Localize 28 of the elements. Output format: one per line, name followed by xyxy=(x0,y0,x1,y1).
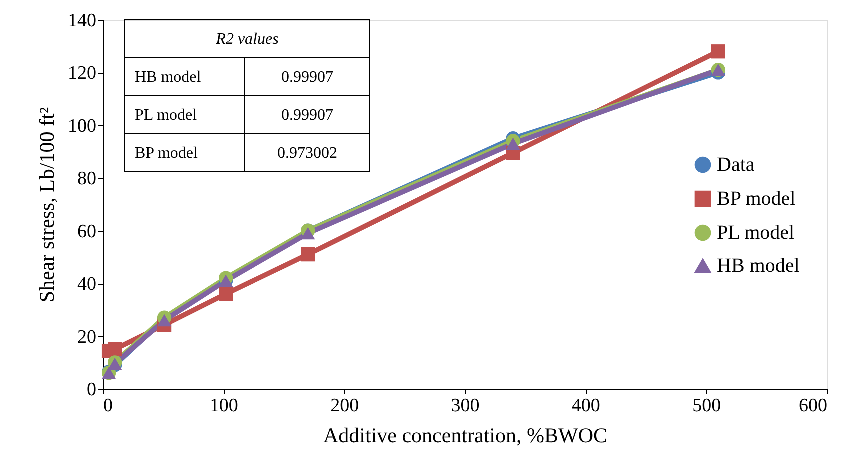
annotation: PL model xyxy=(135,107,198,124)
legend-label: BP model xyxy=(717,188,796,210)
y-tick-label: 80 xyxy=(78,168,96,190)
legend-label: PL model xyxy=(717,222,796,244)
annotation: HB model xyxy=(135,69,202,86)
y-tick-label: 60 xyxy=(78,221,96,242)
y-tick-label: 140 xyxy=(68,10,96,32)
y-tick-label: 20 xyxy=(78,326,96,348)
annotation: R2 values xyxy=(215,31,279,48)
legend-label: Data xyxy=(717,154,755,176)
y-axis-title: Shear stress, Lb/100 ft² xyxy=(35,107,59,303)
annotation: 0.99907 xyxy=(282,107,334,124)
legend-label: HB model xyxy=(717,255,800,277)
x-tick-label: 500 xyxy=(692,396,722,416)
annotation: 0.973002 xyxy=(278,145,338,162)
x-axis-title: Additive concentration, %BWOC xyxy=(323,424,608,448)
y-tick-label: 40 xyxy=(78,274,96,296)
x-tick-label: 200 xyxy=(330,396,360,416)
x-tick-label: 600 xyxy=(799,396,828,416)
x-tick-label: 0 xyxy=(104,396,113,416)
x-tick-label: 100 xyxy=(210,396,238,416)
annotation: 0.99907 xyxy=(282,69,334,86)
x-tick-label: 400 xyxy=(572,396,600,416)
y-tick-label: 120 xyxy=(68,63,96,84)
y-tick-label: 100 xyxy=(68,116,96,137)
y-tick-label: 0 xyxy=(87,380,96,400)
annotation: BP model xyxy=(135,145,199,162)
x-tick-label: 300 xyxy=(451,396,480,416)
